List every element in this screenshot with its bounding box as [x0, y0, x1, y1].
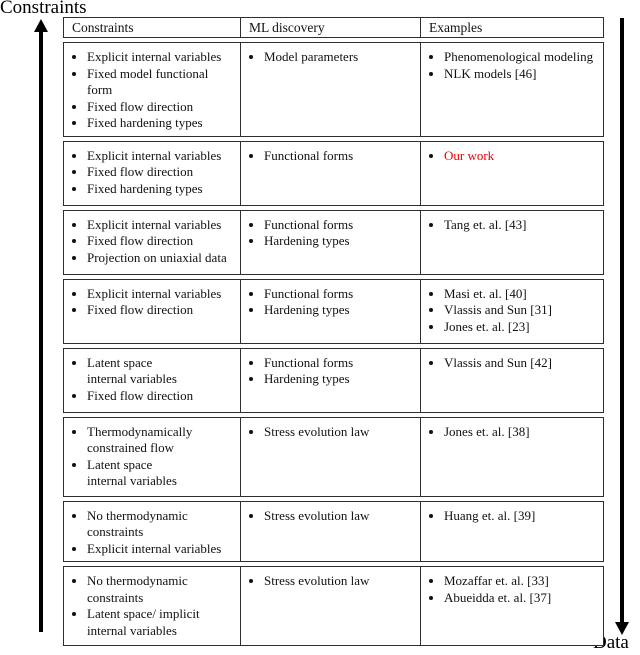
- constraints-cell: Explicit internal variablesFixed flow di…: [64, 142, 240, 205]
- arrow-head-down-icon: [615, 622, 629, 635]
- bullet-item: NLK models [46]: [444, 66, 599, 83]
- constraints-cell: Latent space internal variablesFixed flo…: [64, 349, 240, 412]
- bullet-item: Stress evolution law: [264, 508, 416, 525]
- constraints-axis-label: Constraints: [0, 0, 87, 18]
- bullet-item: Functional forms: [264, 148, 416, 165]
- bullet-item: Abueidda et. al. [37]: [444, 590, 599, 607]
- bullet-item: Explicit internal variables: [87, 541, 236, 558]
- bullet-item: Stress evolution law: [264, 573, 416, 590]
- constraints-axis-arrow-up-icon: [34, 19, 48, 632]
- header-examples: Examples: [420, 18, 603, 37]
- bullet-item: Vlassis and Sun [42]: [444, 355, 599, 372]
- bullet-item: Phenomenological modeling: [444, 49, 599, 66]
- ml-discovery-cell: Functional formsHardening types: [240, 279, 420, 343]
- examples-cell: Huang et. al. [39]: [420, 501, 603, 561]
- comparison-table: Constraints ML discovery Examples Explic…: [63, 17, 604, 646]
- bullet-item: Latent space internal variables: [87, 457, 236, 490]
- examples-cell: Vlassis and Sun [42]: [420, 348, 603, 412]
- bullet-item: Hardening types: [264, 371, 416, 388]
- bullet-item: Functional forms: [264, 217, 416, 234]
- table-row: Explicit internal variablesFixed flow di…: [63, 209, 604, 275]
- examples-cell: Phenomenological modelingNLK models [46]: [420, 43, 603, 136]
- examples-cell: Masi et. al. [40]Vlassis and Sun [31]Jon…: [420, 279, 603, 343]
- bullet-item: Explicit internal variables: [87, 148, 236, 165]
- bullet-item: Model parameters: [264, 49, 416, 66]
- bullet-item: Projection on uniaxial data: [87, 250, 236, 267]
- bullet-item: Fixed model functional form: [87, 66, 236, 99]
- ml-discovery-cell: Functional formsHardening types: [240, 348, 420, 412]
- table-row: Explicit internal variablesFixed flow di…: [63, 140, 604, 206]
- constraints-cell: Explicit internal variablesFixed model f…: [64, 43, 240, 136]
- bullet-item: Fixed hardening types: [87, 181, 236, 198]
- bullet-item: Fixed hardening types: [87, 115, 236, 132]
- table-row: Latent space internal variablesFixed flo…: [63, 347, 604, 413]
- bullet-item: Mozaffar et. al. [33]: [444, 573, 599, 590]
- arrow-head-up-icon: [34, 19, 48, 32]
- ml-discovery-cell: Stress evolution law: [240, 567, 420, 645]
- bullet-item: No thermodynamic constraints: [87, 508, 236, 541]
- table-row: Explicit internal variablesFixed flow di…: [63, 278, 604, 344]
- bullet-item: Masi et. al. [40]: [444, 286, 599, 303]
- bullet-item: Fixed flow direction: [87, 233, 236, 250]
- constraints-cell: Thermodynamically constrained flowLatent…: [64, 418, 240, 496]
- bullet-item: No thermodynamic constraints: [87, 573, 236, 606]
- arrow-shaft: [39, 32, 43, 632]
- table-row: Explicit internal variablesFixed model f…: [63, 42, 604, 137]
- bullet-item: Tang et. al. [43]: [444, 217, 599, 234]
- bullet-item: Our work: [444, 148, 599, 165]
- table-row: Thermodynamically constrained flowLatent…: [63, 416, 604, 497]
- table-body: Explicit internal variablesFixed model f…: [63, 42, 604, 646]
- ml-discovery-cell: Stress evolution law: [240, 501, 420, 561]
- constraints-cell: No thermodynamic constraintsLatent space…: [64, 567, 240, 645]
- examples-cell: Mozaffar et. al. [33]Abueidda et. al. [3…: [420, 567, 603, 645]
- bullet-item: Fixed flow direction: [87, 164, 236, 181]
- bullet-item: Functional forms: [264, 286, 416, 303]
- bullet-item: Vlassis and Sun [31]: [444, 302, 599, 319]
- bullet-item: Functional forms: [264, 355, 416, 372]
- bullet-item: Hardening types: [264, 302, 416, 319]
- ml-discovery-cell: Stress evolution law: [240, 417, 420, 496]
- ml-discovery-cell: Functional forms: [240, 141, 420, 205]
- bullet-item: Latent space internal variables: [87, 355, 236, 388]
- examples-cell: Jones et. al. [38]: [420, 417, 603, 496]
- examples-cell: Tang et. al. [43]: [420, 210, 603, 274]
- table-row: No thermodynamic constraintsExplicit int…: [63, 500, 604, 562]
- bullet-item: Explicit internal variables: [87, 49, 236, 66]
- ml-discovery-cell: Functional formsHardening types: [240, 210, 420, 274]
- bullet-item: Explicit internal variables: [87, 217, 236, 234]
- constraints-cell: No thermodynamic constraintsExplicit int…: [64, 502, 240, 562]
- examples-cell: Our work: [420, 141, 603, 205]
- constraints-cell: Explicit internal variablesFixed flow di…: [64, 280, 240, 343]
- bullet-item: Fixed flow direction: [87, 302, 236, 319]
- bullet-item: Fixed flow direction: [87, 388, 236, 405]
- bullet-item: Jones et. al. [38]: [444, 424, 599, 441]
- bullet-item: Huang et. al. [39]: [444, 508, 599, 525]
- data-axis-arrow-down-icon: [615, 18, 629, 635]
- bullet-item: Explicit internal variables: [87, 286, 236, 303]
- arrow-shaft: [620, 18, 624, 622]
- bullet-item: Jones et. al. [23]: [444, 319, 599, 336]
- table-header-row: Constraints ML discovery Examples: [63, 17, 604, 38]
- bullet-item: Fixed flow direction: [87, 99, 236, 116]
- bullet-item: Thermodynamically constrained flow: [87, 424, 236, 457]
- bullet-item: Stress evolution law: [264, 424, 416, 441]
- bullet-item: Hardening types: [264, 233, 416, 250]
- constraints-cell: Explicit internal variablesFixed flow di…: [64, 211, 240, 274]
- header-ml-discovery: ML discovery: [240, 18, 420, 37]
- ml-discovery-cell: Model parameters: [240, 43, 420, 136]
- table-row: No thermodynamic constraintsLatent space…: [63, 566, 604, 646]
- header-constraints: Constraints: [72, 20, 134, 35]
- bullet-item: Latent space/ implicit internal variable…: [87, 606, 236, 639]
